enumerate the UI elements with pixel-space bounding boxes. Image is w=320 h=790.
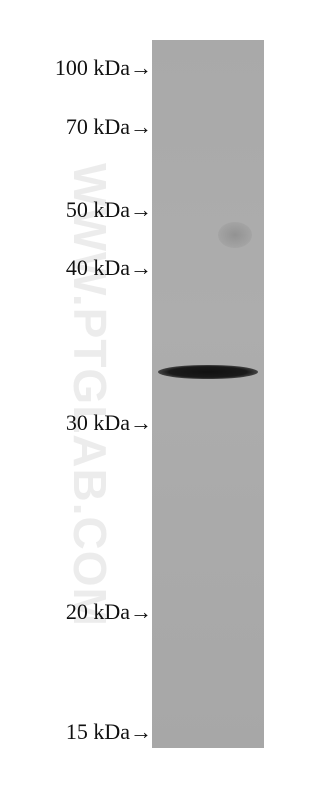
marker-label: 50 kDa→ — [65, 197, 152, 222]
marker-label: 40 kDa→ — [65, 255, 152, 280]
marker-label: 15 kDa→ — [65, 719, 152, 744]
marker-label: 70 kDa→ — [65, 114, 152, 139]
marker-label: 20 kDa→ — [65, 599, 152, 624]
faint-band — [218, 222, 252, 248]
blot-lane — [152, 40, 264, 748]
watermark: WWW.PTGLAB.COM — [64, 163, 116, 627]
marker-label: 100 kDa→ — [54, 55, 152, 80]
protein-band — [158, 365, 258, 379]
marker-label: 30 kDa→ — [65, 410, 152, 435]
